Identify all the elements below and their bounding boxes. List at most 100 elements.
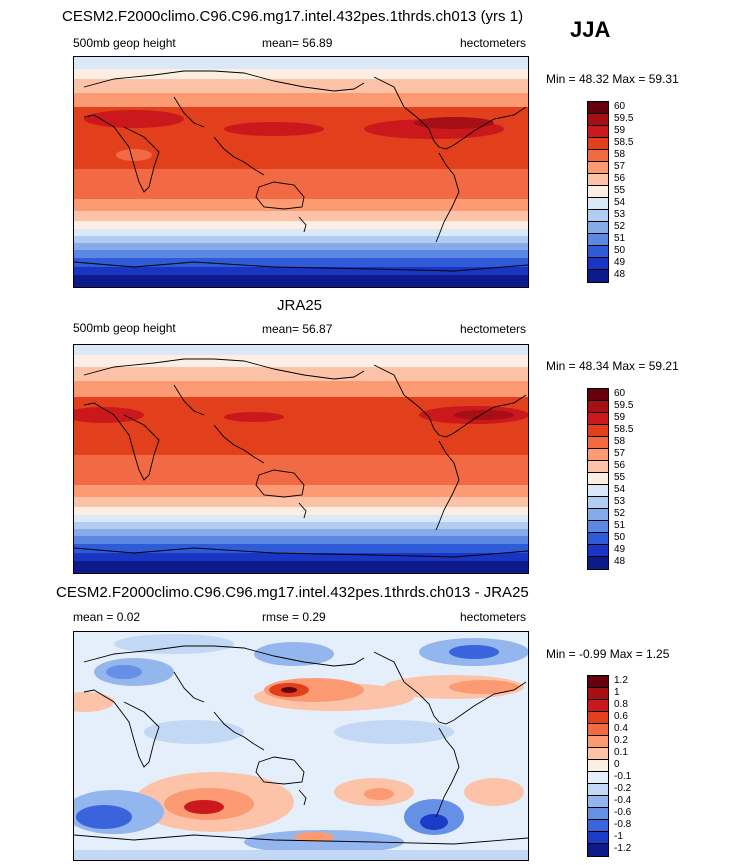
colorbar-tick-label: 49 xyxy=(614,257,626,268)
panel2-mean-value: 56.87 xyxy=(302,322,333,336)
panel2-units: hectometers xyxy=(460,322,527,336)
colorbar-box xyxy=(588,509,608,521)
colorbar-tick-label: 52 xyxy=(614,221,626,232)
colorbar-box xyxy=(588,557,608,569)
colorbar-box xyxy=(588,461,608,473)
panel3-mean: mean = 0.02 xyxy=(73,610,140,624)
colorbar-box xyxy=(588,820,608,832)
panel1-map xyxy=(73,56,529,288)
colorbar-tick-label: -1.2 xyxy=(614,843,632,854)
colorbar-box xyxy=(588,712,608,724)
colorbar-box xyxy=(588,222,608,234)
colorbar-tick-label: 58.5 xyxy=(614,424,634,435)
colorbar-tick-label: 52 xyxy=(614,508,626,519)
panel1-mean: mean= 56.89 xyxy=(262,36,332,50)
colorbar-tick-label: 56 xyxy=(614,173,626,184)
colorbar-tick-label: 0.4 xyxy=(614,723,628,734)
colorbar-tick-label: 59 xyxy=(614,125,626,136)
colorbar-tick-label: 0.2 xyxy=(614,735,628,746)
panel3-mean-label: mean = xyxy=(73,610,114,624)
colorbar-box xyxy=(588,210,608,222)
panel1-title: CESM2.F2000climo.C96.C96.mg17.intel.432p… xyxy=(62,8,524,25)
colorbar-box xyxy=(588,688,608,700)
colorbar-box xyxy=(588,533,608,545)
colorbar-box xyxy=(588,784,608,796)
panel3-map-plot xyxy=(74,632,528,860)
colorbar-tick-label: -1 xyxy=(614,831,623,842)
colorbar-box xyxy=(588,473,608,485)
colorbar-box xyxy=(588,246,608,258)
colorbar-box xyxy=(588,808,608,820)
colorbar-tick-label: 0.6 xyxy=(614,711,628,722)
colorbar-tick-label: -0.4 xyxy=(614,795,632,806)
colorbar-box xyxy=(588,700,608,712)
panel1-minmax: Min = 48.32 Max = 59.31 xyxy=(546,72,679,86)
panel3-mean-value: 0.02 xyxy=(116,610,141,624)
colorbar-tick-label: 57 xyxy=(614,161,626,172)
colorbar-tick-label: 59.5 xyxy=(614,400,634,411)
colorbar-box xyxy=(588,186,608,198)
colorbar-box xyxy=(588,234,608,246)
colorbar-box xyxy=(588,844,608,856)
colorbar-box xyxy=(588,796,608,808)
panel2-minmax: Min = 48.34 Max = 59.21 xyxy=(546,359,679,373)
colorbar-tick-label: 59.5 xyxy=(614,113,634,124)
panel3-map xyxy=(73,631,529,861)
colorbar-tick-label: 55 xyxy=(614,185,626,196)
colorbar-tick-label: 50 xyxy=(614,245,626,256)
colorbar-tick-label: 1.2 xyxy=(614,675,628,686)
panel1-map-plot xyxy=(74,57,528,287)
panel3-rmse-label: rmse = xyxy=(262,610,300,624)
colorbar-tick-label: 58 xyxy=(614,149,626,160)
panel2-variable: 500mb geop height xyxy=(73,321,176,335)
colorbar-box xyxy=(588,772,608,784)
colorbar-tick-label: -0.8 xyxy=(614,819,632,830)
panel3-colorbar xyxy=(587,675,609,857)
colorbar-tick-label: 53 xyxy=(614,209,626,220)
panel1-variable: 500mb geop height xyxy=(73,36,176,50)
colorbar-tick-label: 54 xyxy=(614,484,626,495)
colorbar-box xyxy=(588,102,608,114)
colorbar-tick-label: 0.1 xyxy=(614,747,628,758)
panel2-map xyxy=(73,344,529,574)
panel1-mean-label: mean= xyxy=(262,36,300,50)
colorbar-tick-label: 51 xyxy=(614,233,626,244)
panel3-rmse: rmse = 0.29 xyxy=(262,610,326,624)
colorbar-box xyxy=(588,760,608,772)
panel1-units: hectometers xyxy=(460,36,527,50)
panel3-title: CESM2.F2000climo.C96.C96.mg17.intel.432p… xyxy=(56,584,529,601)
colorbar-tick-label: 57 xyxy=(614,448,626,459)
colorbar-box xyxy=(588,162,608,174)
colorbar-tick-label: 50 xyxy=(614,532,626,543)
colorbar-tick-label: -0.2 xyxy=(614,783,632,794)
colorbar-tick-label: -0.1 xyxy=(614,771,632,782)
colorbar-box xyxy=(588,485,608,497)
colorbar-tick-label: 0 xyxy=(614,759,620,770)
colorbar-tick-label: 54 xyxy=(614,197,626,208)
panel2-mean-label: mean= xyxy=(262,322,300,336)
colorbar-box xyxy=(588,114,608,126)
colorbar-box xyxy=(588,736,608,748)
colorbar-box xyxy=(588,449,608,461)
colorbar-box xyxy=(588,198,608,210)
colorbar-tick-label: 48 xyxy=(614,556,626,567)
season-label: JJA xyxy=(570,17,611,42)
colorbar-box xyxy=(588,270,608,282)
colorbar-tick-label: 59 xyxy=(614,412,626,423)
colorbar-box xyxy=(588,545,608,557)
colorbar-tick-label: 49 xyxy=(614,544,626,555)
colorbar-box xyxy=(588,748,608,760)
colorbar-box xyxy=(588,413,608,425)
colorbar-tick-label: 60 xyxy=(614,388,626,399)
colorbar-tick-label: 1 xyxy=(614,687,620,698)
colorbar-tick-label: 0.8 xyxy=(614,699,628,710)
colorbar-box xyxy=(588,832,608,844)
colorbar-box xyxy=(588,437,608,449)
colorbar-box xyxy=(588,724,608,736)
panel3-rmse-value: 0.29 xyxy=(302,610,326,624)
colorbar-tick-label: 55 xyxy=(614,472,626,483)
colorbar-tick-label: 53 xyxy=(614,496,626,507)
colorbar-box xyxy=(588,676,608,688)
panel2-colorbar xyxy=(587,388,609,570)
colorbar-box xyxy=(588,401,608,413)
